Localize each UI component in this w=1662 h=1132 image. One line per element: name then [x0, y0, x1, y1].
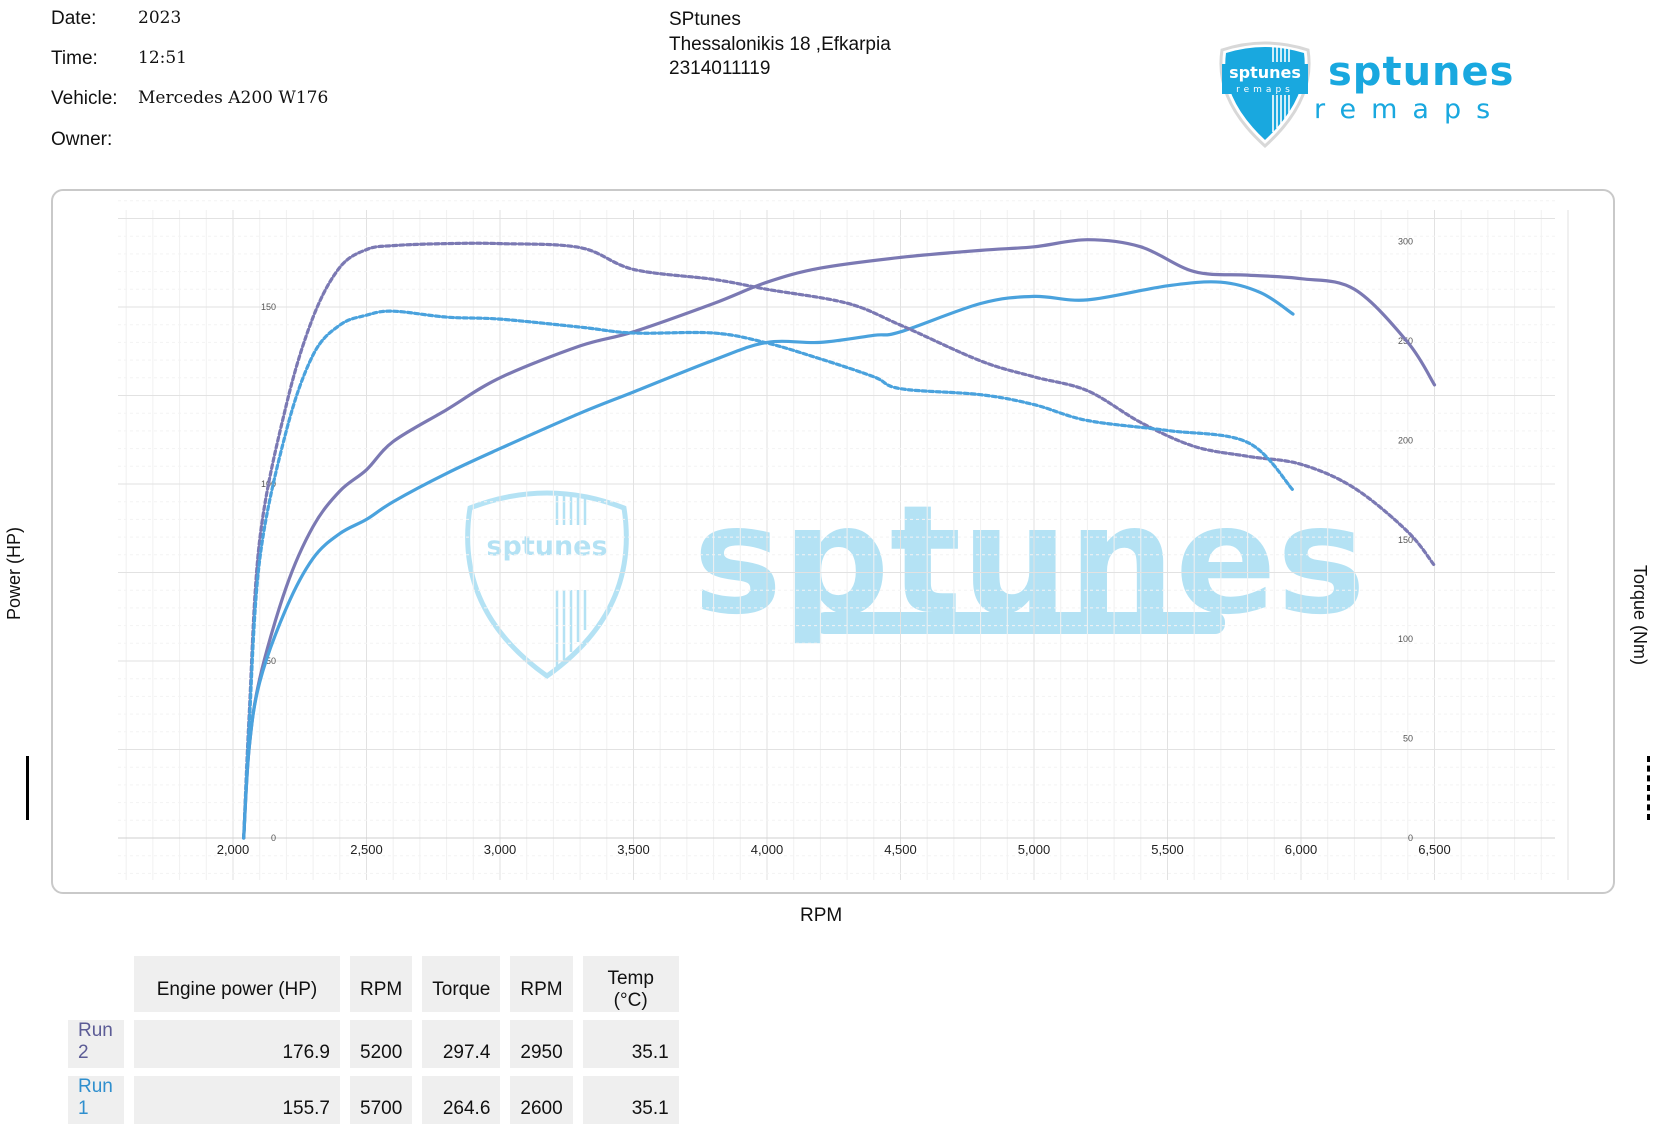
y-left-tick-label: 150: [261, 302, 276, 312]
header-temp: Temp (°C): [582, 956, 679, 1012]
x-axis-label: RPM: [800, 905, 843, 926]
y-right-tick-label: 150: [1398, 535, 1413, 545]
brand-wordmark: sptunes remaps: [1314, 49, 1515, 128]
run-1-torque-line: [242, 309, 1295, 840]
badge-text-bottom: remaps: [1236, 85, 1294, 95]
power-rpm-cell: 5200: [350, 1020, 413, 1068]
report-info: Date: 2023 Time: 12:51 Vehicle: Mercedes…: [51, 9, 411, 149]
shop-info: SPtunes Thessalonikis 18 ,Efkarpia 23140…: [669, 8, 891, 82]
y-left-tick-label: 0: [271, 833, 276, 843]
chart-grid: [118, 200, 1569, 880]
x-tick-label: 3,000: [484, 842, 517, 857]
run-label: Run 2: [68, 1020, 124, 1068]
header-engine-power: Engine power (HP): [134, 956, 340, 1012]
torque-rpm-cell: 2600: [510, 1076, 573, 1124]
torque-cell: 297.4: [422, 1020, 501, 1068]
table-row: Run 2 176.9 5200 297.4 2950 35.1: [68, 1020, 679, 1068]
x-tick-label: 4,000: [751, 842, 784, 857]
run-2-power-line: [242, 238, 1437, 840]
results-header-row: Engine power (HP) RPM Torque RPM Temp (°…: [68, 956, 679, 1012]
chart-series: [242, 238, 1437, 840]
watermark: sptunes sptunes: [465, 474, 1366, 680]
watermark-text: sptunes: [693, 474, 1366, 648]
shop-address: Thessalonikis 18 ,Efkarpia: [669, 33, 891, 55]
x-tick-label: 2,500: [350, 842, 383, 857]
power-rpm-cell: 5700: [350, 1076, 413, 1124]
power-cell: 176.9: [134, 1020, 340, 1068]
shop-phone: 2314011119: [669, 58, 771, 79]
x-tick-label: 2,000: [217, 842, 250, 857]
run-2-torque-line: [242, 241, 1437, 840]
watermark-badge-text: sptunes: [486, 531, 607, 562]
brand-wordmark-bottom: remaps: [1314, 94, 1506, 125]
shop-name: SPtunes: [669, 9, 741, 30]
temp-cell: 35.1: [582, 1020, 679, 1068]
badge-text-top: sptunes: [1229, 63, 1301, 82]
header-torque: Torque: [422, 956, 501, 1012]
y-right-tick-label: 0: [1408, 833, 1413, 843]
torque-cell: 264.6: [422, 1076, 501, 1124]
legend-solid-line: [26, 756, 29, 820]
y-right-tick-label: 200: [1398, 435, 1413, 445]
sptunes-badge-logo: sptunes remaps: [1219, 41, 1311, 149]
power-cell: 155.7: [134, 1076, 340, 1124]
y-right-tick-label: 300: [1398, 237, 1413, 247]
time-value: 12:51: [138, 48, 187, 68]
y-left-tick-label: 50: [266, 656, 276, 666]
time-label: Time:: [51, 48, 98, 69]
x-tick-label: 4,500: [884, 842, 917, 857]
date-value: 2023: [138, 8, 182, 28]
vehicle-value: Mercedes A200 W176: [138, 88, 329, 108]
x-tick-label: 6,500: [1418, 842, 1451, 857]
run-label: Run 1: [68, 1076, 124, 1124]
torque-rpm-cell: 2950: [510, 1020, 573, 1068]
y-axis-left-label: Power (HP): [4, 526, 24, 620]
chart-ticks: 2,000 2,500 3,000 3,500 4,000 4,500 5,000 5,500…: [217, 237, 1451, 857]
results-table: Engine power (HP) RPM Torque RPM Temp (°…: [58, 948, 689, 1132]
y-axis-right-label: Torque (Nm): [1630, 565, 1650, 666]
x-tick-label: 5,000: [1018, 842, 1051, 857]
vehicle-label: Vehicle:: [51, 88, 118, 109]
owner-label: Owner:: [51, 129, 113, 150]
results-corner: [68, 956, 124, 1012]
header-torque-rpm: RPM: [510, 956, 573, 1012]
x-tick-label: 3,500: [617, 842, 650, 857]
date-label: Date:: [51, 8, 97, 29]
temp-cell: 35.1: [582, 1076, 679, 1124]
brand-wordmark-top: sptunes: [1328, 49, 1515, 95]
table-row: Run 1 155.7 5700 264.6 2600 35.1: [68, 1076, 679, 1124]
y-right-tick-label: 100: [1398, 634, 1413, 644]
y-right-tick-label: 50: [1403, 734, 1413, 744]
run-1-power-line: [242, 280, 1295, 840]
header-power-rpm: RPM: [350, 956, 413, 1012]
legend-dashed-line: [1647, 756, 1650, 820]
x-tick-label: 5,500: [1151, 842, 1184, 857]
x-tick-label: 6,000: [1285, 842, 1318, 857]
